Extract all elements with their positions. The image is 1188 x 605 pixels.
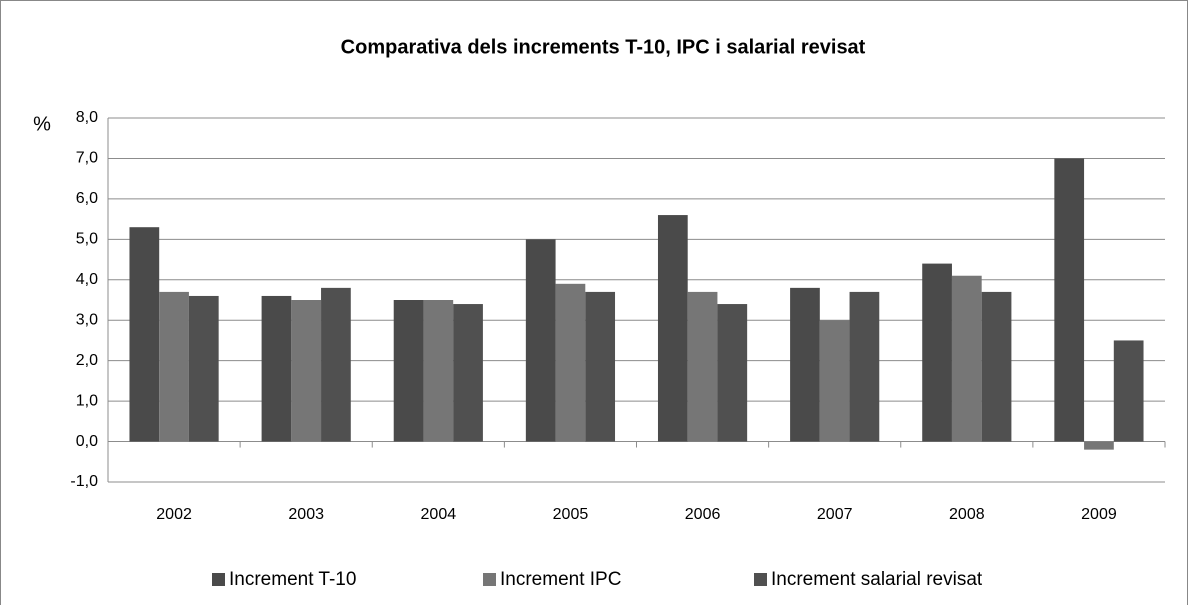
y-tick-label: 3,0 (76, 311, 98, 328)
y-tick-label: 7,0 (76, 150, 98, 167)
y-axis-label: % (33, 113, 51, 135)
bar (1054, 158, 1085, 442)
y-tick-label: 2,0 (76, 352, 98, 369)
chart-title: Comparativa dels increments T-10, IPC i … (341, 36, 866, 58)
x-tick-label: 2006 (685, 506, 721, 523)
y-tick-label: 0,0 (76, 433, 98, 450)
bar (922, 263, 952, 442)
y-tick-label: 4,0 (76, 271, 98, 288)
bar (555, 283, 586, 442)
y-tick-label: -1,0 (70, 473, 98, 490)
y-tick-label: 6,0 (76, 190, 98, 207)
bar (981, 291, 1012, 442)
bar (423, 300, 454, 442)
x-tick-label: 2004 (421, 506, 457, 523)
bar (393, 300, 424, 442)
bar (687, 291, 718, 442)
x-tick-label: 2003 (288, 506, 324, 523)
bar (453, 304, 483, 442)
bar (585, 291, 616, 442)
bar (790, 287, 820, 442)
x-tick-label: 2005 (553, 506, 589, 523)
bar (1084, 441, 1114, 450)
legend-label: Increment IPC (500, 569, 621, 590)
bar (261, 295, 292, 442)
bar (717, 304, 748, 442)
x-tick-label: 2007 (817, 506, 853, 523)
bar (849, 291, 880, 442)
y-tick-label: 1,0 (76, 392, 98, 409)
x-tick-label: 2002 (156, 506, 192, 523)
legend-swatch (212, 573, 225, 586)
bar (819, 320, 850, 442)
bar (291, 300, 322, 442)
bar (159, 291, 189, 442)
bar (657, 215, 688, 442)
y-tick-label: 5,0 (76, 231, 98, 248)
bar (1113, 340, 1144, 442)
legend-label: Increment T-10 (229, 569, 356, 590)
bar (525, 239, 556, 442)
x-tick-label: 2008 (949, 506, 985, 523)
legend-label: Increment salarial revisat (771, 569, 983, 590)
bar (321, 287, 351, 442)
legend-swatch (754, 573, 767, 586)
x-tick-label: 2009 (1081, 506, 1117, 523)
bar (951, 275, 982, 442)
bar (129, 227, 160, 442)
y-tick-label: 8,0 (76, 109, 98, 126)
legend-swatch (483, 573, 496, 586)
bar (188, 295, 219, 442)
